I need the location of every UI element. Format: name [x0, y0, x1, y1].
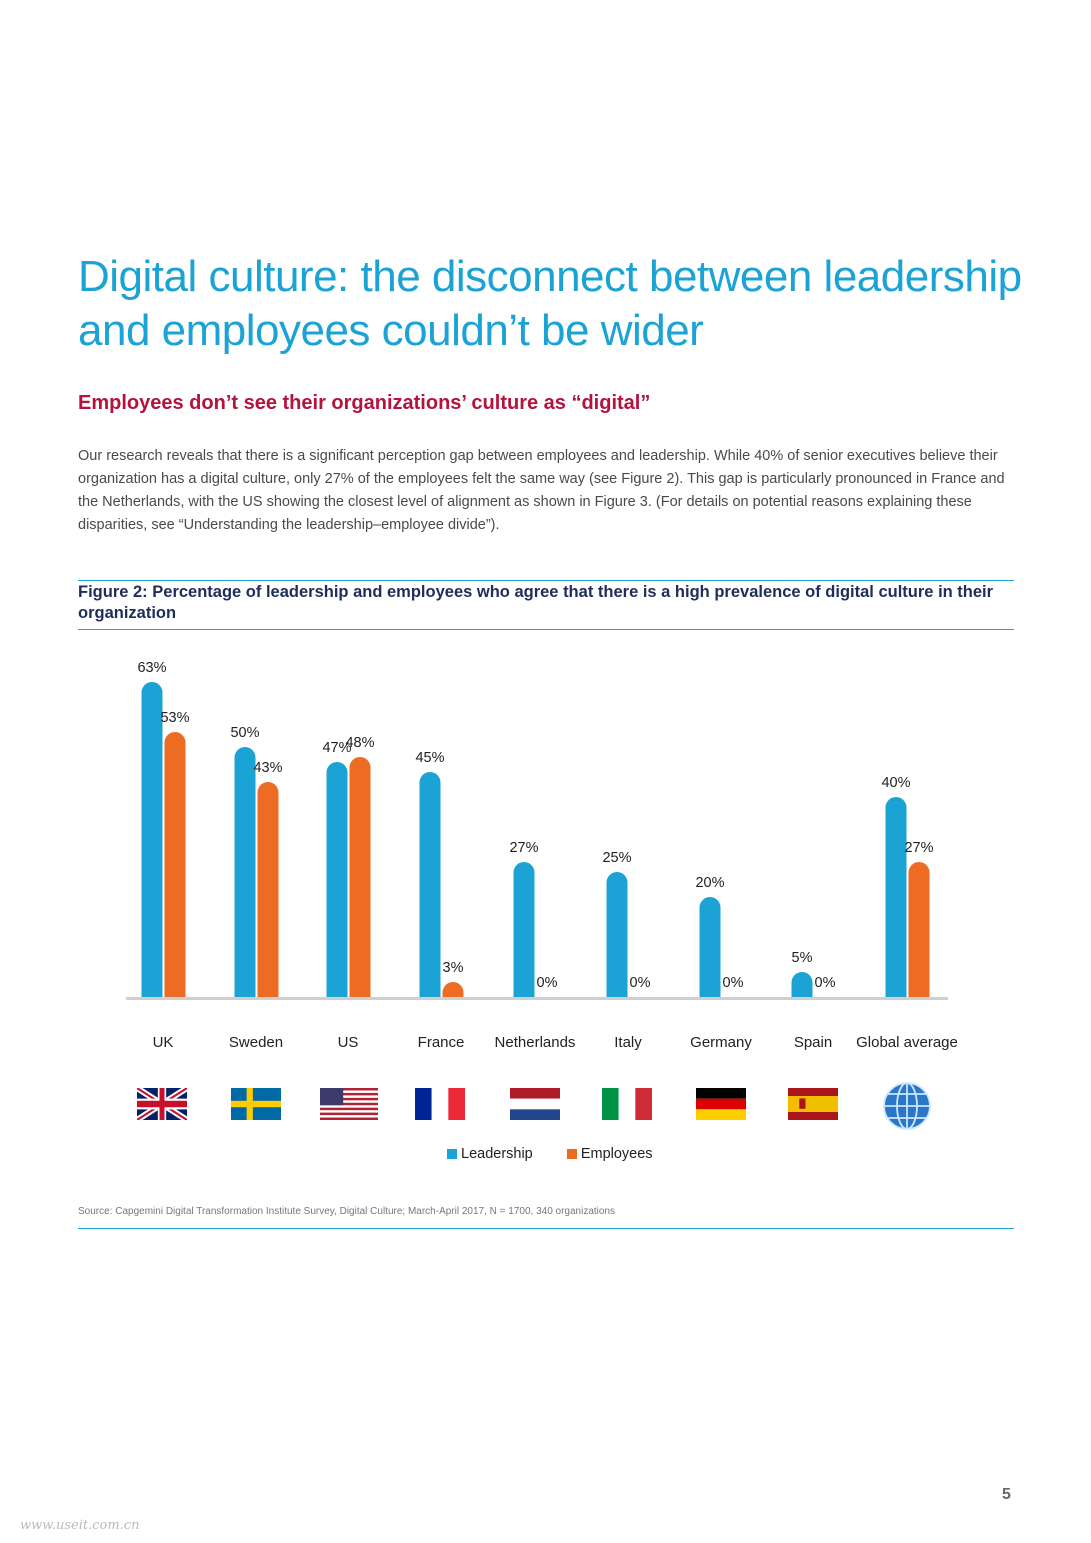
- globe-icon: [883, 1082, 931, 1130]
- category-label: UK: [153, 1034, 174, 1051]
- data-label-employees-5: 0%: [630, 975, 651, 991]
- figure-caption: Figure 2: Percentage of leadership and e…: [78, 583, 994, 622]
- category-label: Sweden: [229, 1034, 283, 1051]
- source-note: Source: Capgemini Digital Transformation…: [78, 1206, 616, 1217]
- data-label-leadership-2: 47%: [322, 740, 351, 756]
- caption-bottom-rule: [78, 629, 1014, 630]
- france-flag-icon: [415, 1088, 465, 1120]
- data-label-leadership-4: 27%: [509, 840, 538, 856]
- germany-flag-icon: [696, 1088, 746, 1120]
- data-label-employees-2: 48%: [345, 735, 374, 751]
- category-label: Global average: [856, 1034, 958, 1051]
- us-flag-icon: [320, 1088, 378, 1120]
- data-label-employees-8: 27%: [904, 840, 933, 856]
- spain-flag-icon: [788, 1088, 838, 1120]
- data-label-employees-6: 0%: [723, 975, 744, 991]
- data-label-employees-1: 43%: [253, 760, 282, 776]
- caption-top-rule: [78, 580, 1014, 581]
- bar-leadership-0: [141, 682, 163, 997]
- bar-employees-1: [257, 782, 279, 997]
- data-label-employees-7: 0%: [815, 975, 836, 991]
- legend-swatch-leadership: [447, 1149, 457, 1160]
- data-label-leadership-6: 20%: [695, 875, 724, 891]
- data-label-employees-0: 53%: [160, 710, 189, 726]
- netherlands-flag-icon: [510, 1088, 560, 1120]
- bar-leadership-7: [791, 972, 813, 997]
- bar-employees-8: [908, 862, 930, 997]
- data-label-leadership-1: 50%: [230, 725, 259, 741]
- category-label: Netherlands: [495, 1034, 576, 1051]
- watermark: www.useit.com.cn: [20, 1518, 140, 1533]
- legend-swatch-employees: [566, 1149, 577, 1160]
- x-axis-line: [126, 997, 948, 1000]
- data-label-leadership-5: 25%: [602, 850, 631, 866]
- category-label: US: [338, 1034, 359, 1051]
- italy-flag-icon: [602, 1088, 652, 1120]
- bar-leadership-6: [699, 897, 721, 997]
- bar-leadership-4: [513, 862, 535, 997]
- data-label-leadership-0: 63%: [137, 660, 166, 676]
- section-subtitle: Employees don’t see their organizations’…: [78, 392, 651, 414]
- category-label: Italy: [614, 1034, 642, 1051]
- bar-leadership-2: [326, 762, 348, 997]
- page-number: 5: [1002, 1486, 1011, 1503]
- category-label: Germany: [690, 1034, 752, 1051]
- data-label-employees-4: 0%: [537, 975, 558, 991]
- legend-label-employees: Employees: [580, 1146, 653, 1163]
- bar-employees-2: [349, 757, 371, 997]
- data-label-leadership-8: 40%: [881, 775, 910, 791]
- category-label: France: [418, 1034, 465, 1051]
- bar-leadership-3: [419, 772, 441, 997]
- bar-leadership-8: [885, 797, 907, 997]
- source-rule: [78, 1228, 1014, 1229]
- bar-leadership-1: [234, 747, 256, 997]
- bar-employees-0: [164, 732, 186, 997]
- page-title: Digital culture: the disconnect between …: [78, 252, 1022, 355]
- data-label-employees-3: 3%: [443, 960, 464, 976]
- category-label: Spain: [794, 1034, 832, 1051]
- chart-legend: Leadership Employees: [447, 1146, 653, 1162]
- data-label-leadership-3: 45%: [415, 750, 444, 766]
- legend-label-leadership: Leadership: [461, 1146, 533, 1163]
- bar-employees-3: [442, 982, 464, 997]
- body-paragraph: Our research reveals that there is a sig…: [78, 448, 1005, 533]
- uk-flag-icon: [137, 1088, 187, 1120]
- sweden-flag-icon: [231, 1088, 281, 1120]
- bar-chart: 63% 53% UK 50% 43% Sweden 47%48% US 45% 3% France 2…: [126, 660, 958, 1051]
- data-label-leadership-7: 5%: [792, 950, 813, 966]
- bar-leadership-5: [606, 872, 628, 997]
